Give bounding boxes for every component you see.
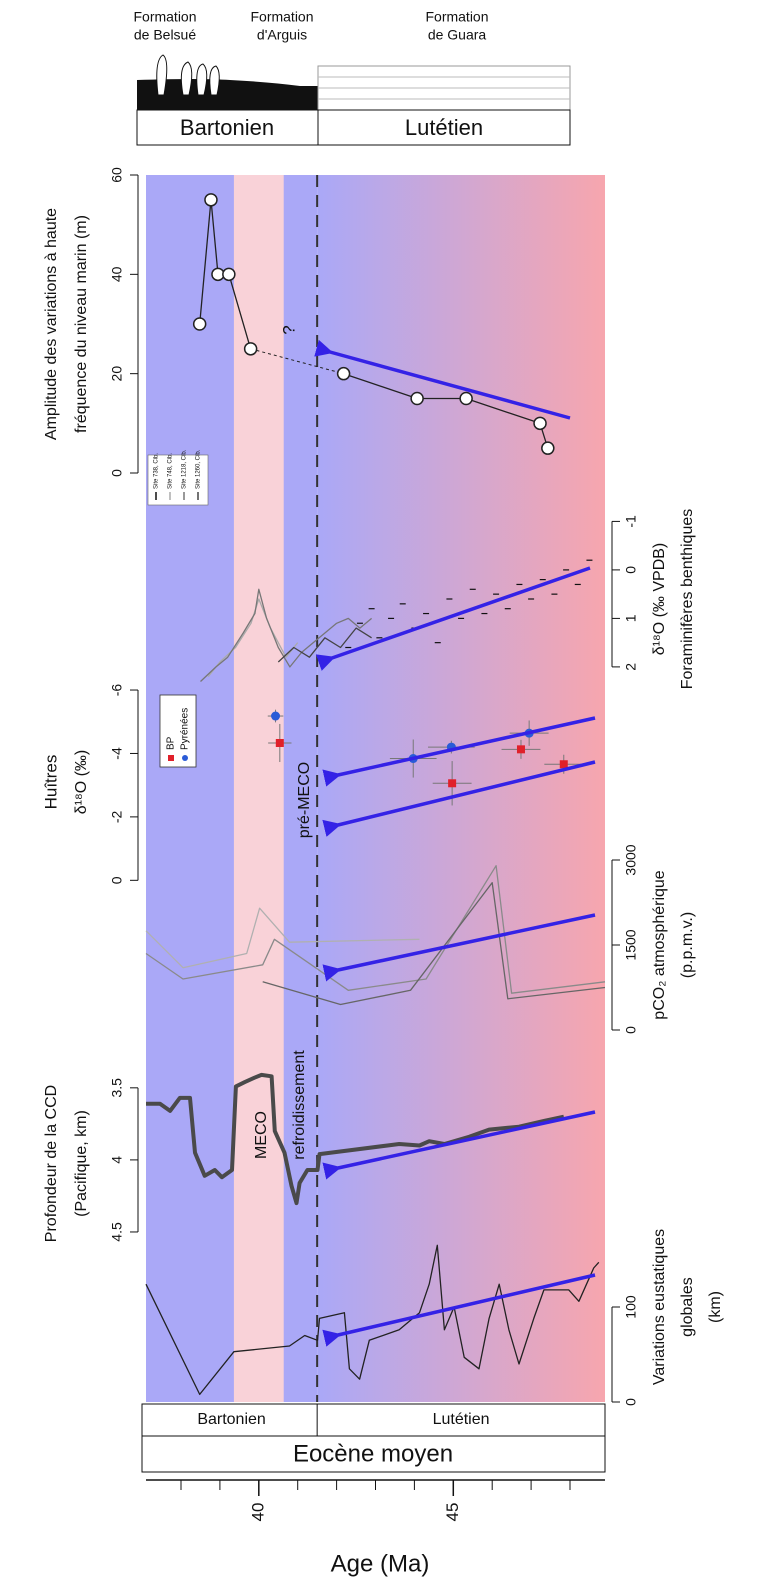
- stage-box-bottom: [141, 1403, 606, 1437]
- stage-label: Lutétien: [405, 115, 483, 140]
- stage-label: Bartonien: [197, 1411, 266, 1428]
- epoch-label: Eocène moyen: [293, 1440, 453, 1467]
- meco-band: [233, 175, 284, 1402]
- annotation: MECO: [253, 1111, 270, 1159]
- y-tick-label: 40: [109, 266, 125, 282]
- y-tick-label: 3000: [623, 844, 639, 875]
- formation-label: d'Arguis: [257, 27, 307, 43]
- data-line: [145, 1244, 600, 1396]
- data-point: [410, 391, 424, 406]
- trend-arrow: [322, 760, 596, 837]
- y-axis-title: Amplitude des variations à haute: [43, 208, 60, 440]
- legend-label: Site 748, Cib.: [168, 453, 174, 489]
- y-tick-label: 2: [623, 663, 639, 671]
- trend-arrow: [315, 566, 591, 671]
- y-tick-label: 1500: [623, 929, 639, 960]
- data-point: [541, 441, 555, 455]
- trend-arrow: [322, 1110, 596, 1180]
- y-tick-label: 60: [109, 167, 125, 183]
- y-axis-title: Foraminifères benthiques: [679, 509, 696, 690]
- formation-label: Formation: [133, 9, 196, 25]
- y-axis-title: δ¹⁸O (‰): [73, 750, 90, 815]
- data-point: [533, 416, 547, 431]
- y-axis-title: Profondeur de la CCD: [43, 1085, 60, 1242]
- annotation: pré-MECO: [296, 762, 313, 838]
- data-point: [559, 760, 568, 769]
- y-tick-label: 3.5: [109, 1078, 125, 1098]
- annotation: refroidissement: [291, 1050, 308, 1160]
- x-tick-label: 45: [443, 1503, 462, 1522]
- legend-label: BP: [166, 736, 177, 750]
- legend-label: Pyrénées: [180, 708, 191, 750]
- data-point: [448, 779, 457, 788]
- background-cold: [146, 175, 318, 1402]
- limestone-pattern: [318, 76, 570, 100]
- data-line: [145, 865, 606, 994]
- data-line: [146, 1072, 565, 1206]
- lithology-bulbs: [156, 54, 220, 96]
- stage-box: [136, 109, 571, 146]
- data-line: [262, 882, 606, 1006]
- y-axis-title: Huîtres: [41, 755, 60, 810]
- epoch-box: [141, 1435, 606, 1473]
- y-tick-label: 0: [109, 876, 125, 884]
- y-tick-label: 0: [623, 566, 639, 574]
- data-point: [516, 745, 525, 754]
- y-axis-title: (km): [707, 1291, 724, 1323]
- legend-swatch: [168, 755, 174, 761]
- y-tick-label: 20: [109, 366, 125, 382]
- legend-label: Site 1260, Cib.: [196, 449, 202, 489]
- y-tick-label: -1: [623, 515, 639, 528]
- data-point: [275, 738, 284, 747]
- data-line: [145, 907, 420, 969]
- formation-label: de Guara: [428, 27, 487, 43]
- connector: [250, 348, 344, 375]
- trend-arrow: [322, 716, 596, 787]
- legend-swatch: [182, 755, 188, 761]
- legend-box: [159, 694, 197, 768]
- y-tick-label: 0: [623, 1398, 639, 1406]
- trend-arrow: [314, 339, 571, 420]
- formation-label: Formation: [250, 9, 313, 25]
- y-tick-label: 1: [623, 614, 639, 622]
- data-point: [271, 711, 281, 721]
- y-tick-label: -2: [109, 810, 125, 823]
- formation-label: Formation: [425, 9, 488, 25]
- y-tick-label: 100: [623, 1295, 639, 1319]
- y-tick-label: 0: [623, 1026, 639, 1034]
- y-tick-label: 0: [109, 469, 125, 477]
- data-line: [277, 627, 372, 663]
- legend-label: Site 1218, Cib.: [182, 449, 188, 489]
- stage-label: Lutétien: [433, 1411, 490, 1428]
- data-point: [192, 317, 207, 331]
- data-point: [222, 267, 236, 282]
- data-point: [204, 193, 218, 207]
- y-axis-title: (p.p.m.v.): [679, 912, 696, 978]
- y-tick-label: -6: [109, 684, 125, 697]
- data-point: [459, 391, 473, 406]
- y-axis-title: δ¹⁸O (‰ VPDB): [651, 543, 668, 656]
- data-point: [336, 366, 351, 381]
- y-tick-label: 4.5: [109, 1222, 125, 1242]
- y-axis-title: pCO₂ atmosphérique: [651, 870, 668, 1020]
- legend-label: Site 738, Cib.: [154, 453, 160, 489]
- formation-label: de Belsué: [134, 27, 196, 43]
- x-tick-label: 40: [248, 1503, 267, 1522]
- data-point: [243, 342, 258, 356]
- annotation: ?: [279, 325, 298, 334]
- y-axis-title: globales: [679, 1277, 696, 1337]
- stage-label: Bartonien: [180, 115, 274, 140]
- y-tick-label: 4: [109, 1156, 125, 1164]
- background-gradient: [317, 175, 605, 1402]
- y-axis-title: Variations eustatiques: [651, 1229, 668, 1385]
- y-axis-title: fréquence du niveau marin (m): [73, 215, 90, 433]
- y-axis-title: (Pacifique, km): [73, 1110, 90, 1217]
- y-tick-label: -4: [109, 747, 125, 760]
- trend-arrow: [322, 913, 596, 982]
- x-axis-title: Age (Ma): [331, 1550, 430, 1577]
- trend-arrow: [322, 1273, 596, 1347]
